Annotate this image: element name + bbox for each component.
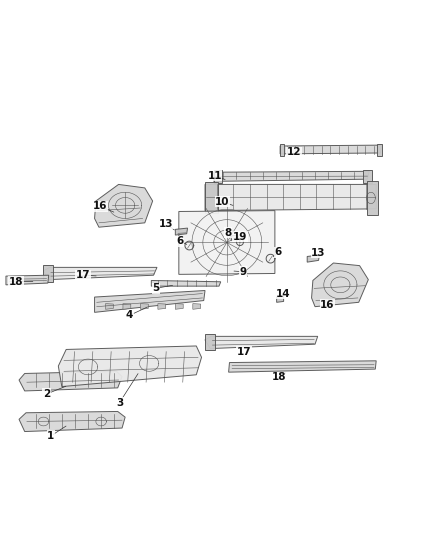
Text: 4: 4 (126, 310, 133, 320)
Polygon shape (311, 263, 368, 306)
Text: 6: 6 (176, 236, 184, 246)
Polygon shape (179, 211, 275, 274)
Polygon shape (175, 304, 183, 309)
Polygon shape (95, 290, 205, 312)
Polygon shape (377, 144, 382, 156)
Polygon shape (43, 265, 53, 282)
Text: 8: 8 (224, 228, 231, 238)
Polygon shape (205, 334, 215, 350)
Text: 13: 13 (311, 247, 326, 257)
Polygon shape (229, 361, 376, 372)
Polygon shape (123, 304, 131, 309)
Polygon shape (193, 304, 201, 309)
Polygon shape (19, 372, 122, 391)
Text: 17: 17 (237, 346, 252, 357)
Text: 1: 1 (47, 431, 54, 441)
Polygon shape (6, 275, 49, 285)
Text: 5: 5 (152, 284, 159, 293)
Polygon shape (19, 411, 125, 432)
Text: 18: 18 (272, 373, 286, 382)
Polygon shape (106, 304, 113, 309)
Polygon shape (367, 181, 378, 215)
Polygon shape (205, 336, 318, 349)
Polygon shape (307, 255, 319, 262)
Polygon shape (175, 228, 187, 235)
Text: 19: 19 (233, 232, 247, 242)
Text: 11: 11 (207, 171, 222, 181)
Polygon shape (280, 145, 381, 154)
Polygon shape (151, 280, 221, 286)
Text: 18: 18 (9, 277, 23, 287)
Text: 10: 10 (215, 197, 230, 207)
Polygon shape (95, 184, 152, 227)
Text: 16: 16 (320, 300, 335, 310)
Text: 17: 17 (75, 270, 90, 280)
Polygon shape (58, 346, 201, 386)
Polygon shape (43, 268, 157, 280)
Text: 16: 16 (93, 201, 107, 211)
Polygon shape (363, 169, 372, 183)
Text: 9: 9 (240, 266, 247, 277)
Text: 12: 12 (287, 147, 301, 157)
Text: 13: 13 (159, 219, 173, 229)
Polygon shape (158, 304, 166, 309)
Polygon shape (280, 144, 284, 156)
Polygon shape (205, 184, 376, 211)
Polygon shape (214, 171, 369, 181)
Text: 6: 6 (274, 247, 282, 257)
Polygon shape (231, 235, 237, 240)
Text: 2: 2 (43, 389, 50, 399)
Polygon shape (277, 296, 284, 302)
Polygon shape (205, 182, 218, 213)
Text: 3: 3 (116, 398, 123, 408)
Polygon shape (214, 169, 223, 183)
Polygon shape (141, 304, 148, 309)
Text: 14: 14 (276, 288, 291, 298)
